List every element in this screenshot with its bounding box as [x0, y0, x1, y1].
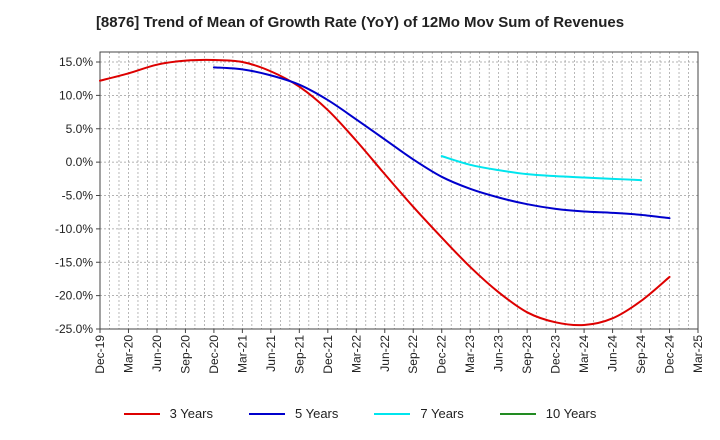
y-tick-label: 0.0%: [66, 155, 94, 169]
x-tick-label: Dec-23: [549, 335, 563, 374]
x-tick-label: Dec-22: [435, 335, 449, 374]
x-tick-label: Mar-22: [349, 335, 363, 373]
x-tick-label: Mar-20: [121, 335, 135, 373]
x-tick-label: Mar-25: [691, 335, 705, 373]
series-line-5-years: [212, 66, 671, 220]
legend-label: 5 Years: [295, 406, 339, 421]
legend-item-7-years: 7 Years: [374, 406, 464, 421]
legend: 3 Years 5 Years 7 Years 10 Years: [0, 406, 720, 421]
y-tick-label: -15.0%: [55, 255, 93, 269]
plot-frame: [99, 51, 699, 330]
series-lines: [99, 58, 671, 327]
x-tick-label: Jun-23: [492, 335, 506, 372]
x-tick-label: Jun-24: [606, 335, 620, 372]
legend-swatch: [374, 412, 411, 415]
y-tick-label: -25.0%: [55, 322, 93, 336]
legend-item-10-years: 10 Years: [499, 406, 597, 421]
x-tick-label: Sep-20: [178, 335, 192, 374]
legend-label: 3 Years: [169, 406, 213, 421]
legend-swatch: [249, 412, 285, 415]
y-tick-label: 10.0%: [59, 88, 93, 102]
legend-label: 7 Years: [420, 406, 464, 421]
x-tick-label: Jun-21: [264, 335, 278, 372]
series-line-7-years: [440, 155, 643, 182]
x-tick-label: Dec-19: [93, 335, 107, 374]
y-tick-label: -20.0%: [55, 289, 93, 303]
legend-swatch: [499, 412, 536, 415]
x-tick-label: Dec-20: [207, 335, 221, 374]
legend-item-5-years: 5 Years: [249, 406, 338, 421]
axes: 15.0% 10.0% 5.0% 0.0% -5.0% -10.0% -15.0% -20.0…: [55, 51, 705, 374]
x-tick-label: Sep-24: [634, 335, 648, 374]
x-tick-label: Sep-21: [292, 335, 306, 374]
y-tick-label: 15.0%: [59, 55, 93, 69]
x-tick-label: Sep-23: [520, 335, 534, 374]
y-tick-label: -5.0%: [62, 189, 94, 203]
x-tick-label: Mar-21: [235, 335, 249, 373]
chart-title: [8876] Trend of Mean of Growth Rate (YoY…: [95, 14, 625, 31]
x-tick-label: Jun-20: [150, 335, 164, 372]
legend-item-3-years: 3 Years: [123, 406, 213, 421]
series-line-3-years: [99, 58, 671, 327]
legend-label: 10 Years: [545, 406, 597, 421]
legend-swatch: [123, 412, 160, 415]
x-tick-label: Mar-24: [577, 335, 591, 373]
y-tick-label: 5.0%: [66, 122, 94, 136]
x-tick-label: Mar-23: [463, 335, 477, 373]
y-tick-label: -10.0%: [55, 222, 93, 236]
x-tick-label: Sep-22: [406, 335, 420, 374]
x-tick-label: Dec-21: [321, 335, 335, 374]
x-tick-label: Jun-22: [378, 335, 392, 372]
x-tick-label: Dec-24: [663, 335, 677, 374]
